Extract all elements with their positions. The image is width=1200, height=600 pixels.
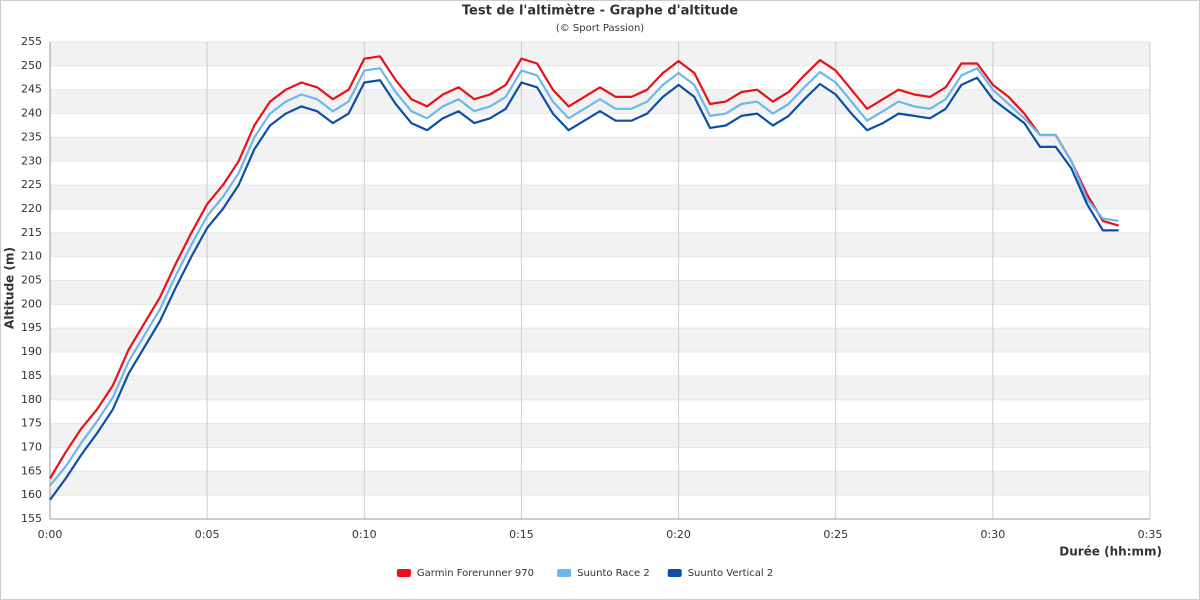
grid-band [50, 423, 1150, 448]
x-tick-label: 0:00 [38, 528, 63, 541]
grid-band [50, 185, 1150, 209]
y-tick-label: 155 [21, 512, 42, 525]
y-tick-label: 165 [21, 464, 42, 477]
y-tick-label: 235 [21, 130, 42, 143]
chart-title: Test de l'altimètre - Graphe d'altitude [462, 4, 738, 19]
x-tick-label: 0:05 [195, 528, 220, 541]
y-tick-label: 240 [21, 107, 42, 120]
series-line [49, 55, 1119, 480]
x-tick-label: 0:35 [1138, 528, 1163, 541]
x-tick-label: 0:30 [981, 528, 1006, 541]
legend-swatch [667, 569, 682, 577]
series-line [49, 76, 1119, 501]
y-tick-label: 190 [21, 345, 42, 358]
grid-band [50, 232, 1150, 257]
y-axis-title: Altitude (m) [3, 247, 17, 329]
legend-item: Suunto Vertical 2 [667, 568, 774, 579]
grid-band [50, 89, 1150, 114]
series-line [49, 67, 1119, 487]
x-tick-label: 0:15 [509, 528, 534, 541]
legend-item: Suunto Race 2 [557, 568, 650, 579]
grid-band [50, 328, 1150, 353]
y-tick-label: 230 [21, 154, 42, 167]
grid-band [50, 280, 1150, 305]
grid-band [50, 471, 1150, 496]
y-tick-label: 160 [21, 488, 42, 501]
grid-band [50, 137, 1150, 162]
y-tick-label: 225 [21, 178, 42, 191]
y-tick-label: 205 [21, 274, 42, 287]
y-tick-label: 215 [21, 226, 42, 239]
legend-item: Garmin Forerunner 970 [396, 568, 534, 579]
y-tick-label: 170 [21, 440, 42, 453]
x-tick-label: 0:20 [666, 528, 691, 541]
y-tick-label: 180 [21, 393, 42, 406]
legend-label: Garmin Forerunner 970 [417, 568, 534, 579]
grid-band [50, 375, 1150, 400]
y-tick-label: 255 [21, 35, 42, 48]
legend-swatch [396, 569, 411, 577]
y-tick-label: 185 [21, 369, 42, 382]
x-tick-label: 0:25 [823, 528, 848, 541]
y-tick-label: 220 [21, 202, 42, 215]
chart-subtitle: (© Sport Passion) [556, 23, 644, 34]
y-tick-label: 175 [21, 417, 42, 430]
legend-label: Suunto Vertical 2 [688, 568, 774, 579]
y-tick-label: 195 [21, 321, 42, 334]
y-tick-label: 245 [21, 83, 42, 96]
y-tick-label: 250 [21, 59, 42, 72]
legend-label: Suunto Race 2 [577, 568, 650, 579]
legend-swatch [557, 569, 572, 577]
x-axis-title: Durée (hh:mm) [1059, 545, 1162, 559]
y-tick-label: 200 [21, 297, 42, 310]
grid-band [50, 42, 1150, 66]
y-tick-label: 210 [21, 250, 42, 263]
x-tick-label: 0:10 [352, 528, 377, 541]
